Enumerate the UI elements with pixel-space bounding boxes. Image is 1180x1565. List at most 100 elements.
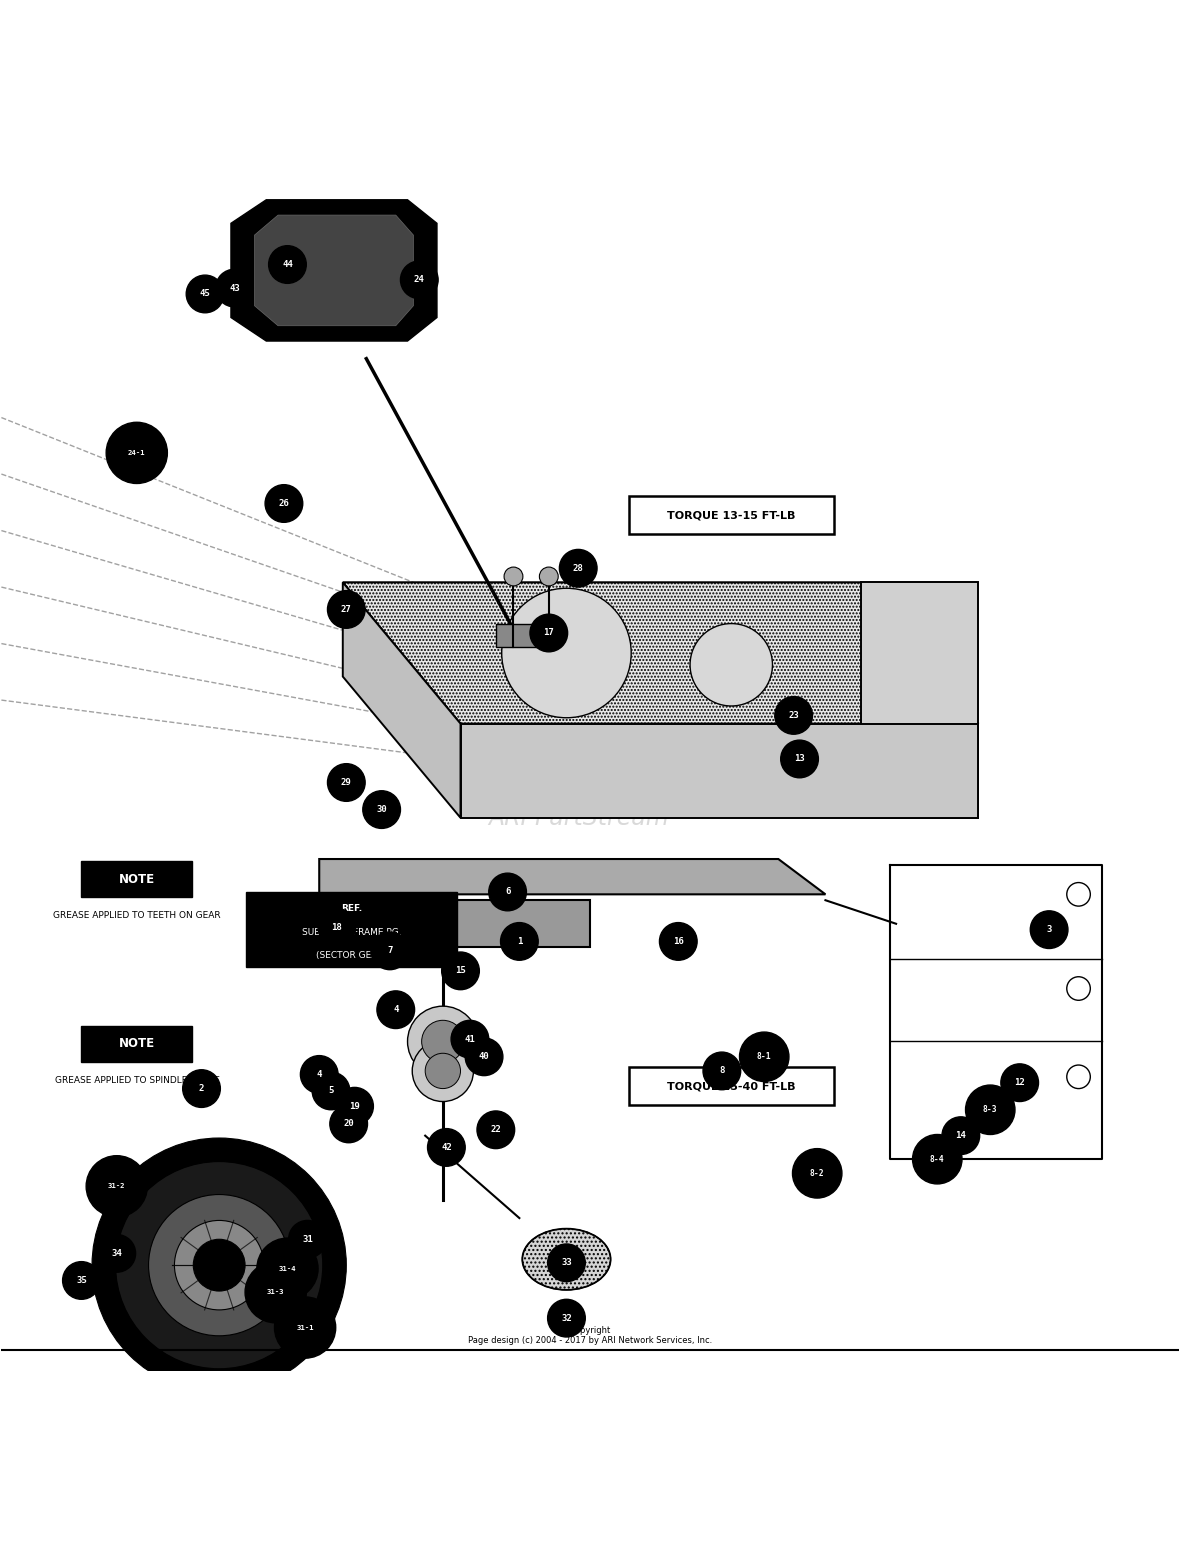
Circle shape [1067,1066,1090,1089]
FancyBboxPatch shape [247,892,457,967]
Circle shape [1030,911,1068,948]
Circle shape [477,1111,514,1149]
Text: 26: 26 [278,499,289,509]
Circle shape [319,908,355,947]
Text: 12: 12 [1015,1078,1025,1088]
Text: 40: 40 [479,1052,490,1061]
Circle shape [376,991,414,1028]
Circle shape [257,1238,319,1299]
Text: 28: 28 [572,563,584,573]
Circle shape [149,1194,290,1337]
Text: 42: 42 [441,1142,452,1152]
Circle shape [362,790,400,828]
Circle shape [703,1052,741,1089]
Circle shape [301,1056,339,1094]
Circle shape [328,764,365,801]
Text: REF.: REF. [341,905,362,912]
Circle shape [63,1261,100,1299]
Polygon shape [255,214,413,326]
Circle shape [451,1020,489,1058]
Circle shape [441,952,479,989]
Circle shape [175,1221,264,1310]
Circle shape [1067,883,1090,906]
Text: GREASE APPLIED TO SPINDLE SHAFT: GREASE APPLIED TO SPINDLE SHAFT [54,1075,219,1085]
Circle shape [186,275,224,313]
Circle shape [425,1053,460,1089]
Circle shape [489,873,526,911]
Circle shape [775,696,813,734]
Circle shape [912,1135,962,1185]
Polygon shape [231,200,437,341]
Circle shape [400,261,438,299]
Text: 41: 41 [465,1034,476,1044]
Circle shape [1067,977,1090,1000]
Text: 20: 20 [343,1119,354,1128]
Circle shape [740,1031,789,1081]
Circle shape [289,1221,327,1258]
Circle shape [336,1088,373,1125]
Text: 29: 29 [341,778,352,787]
Circle shape [427,1128,465,1166]
Text: 31-3: 31-3 [267,1290,284,1296]
Circle shape [86,1155,148,1218]
FancyBboxPatch shape [629,1067,834,1105]
Circle shape [502,588,631,718]
Text: NOTE: NOTE [119,1038,155,1050]
Circle shape [313,1072,349,1110]
Circle shape [106,423,168,484]
FancyBboxPatch shape [629,496,834,534]
Text: NOTE: NOTE [119,873,155,886]
Circle shape [504,567,523,585]
Circle shape [530,613,568,653]
Text: ARI PartStream™: ARI PartStream™ [487,806,693,829]
Circle shape [793,1149,841,1199]
Text: 31: 31 [302,1235,313,1244]
Text: 35: 35 [76,1275,87,1285]
Circle shape [1001,1064,1038,1102]
Text: 8-1: 8-1 [756,1052,772,1061]
Circle shape [330,1105,367,1142]
Text: 27: 27 [341,606,352,613]
Text: 8: 8 [719,1066,725,1075]
Circle shape [407,1006,478,1077]
Ellipse shape [523,1229,610,1290]
Circle shape [965,1085,1015,1135]
Circle shape [266,485,303,523]
Text: 43: 43 [229,283,240,293]
Circle shape [559,549,597,587]
Circle shape [98,1235,136,1272]
Text: 4: 4 [393,1005,399,1014]
Circle shape [690,623,773,706]
Circle shape [371,933,408,970]
Text: 44: 44 [282,260,293,269]
Text: 24: 24 [414,275,425,285]
FancyBboxPatch shape [81,1027,192,1061]
Circle shape [660,923,697,961]
Text: 3: 3 [1047,925,1051,934]
Text: 13: 13 [794,754,805,764]
Circle shape [500,923,538,961]
Circle shape [269,246,307,283]
Text: 17: 17 [544,629,555,637]
Text: 6: 6 [505,887,510,897]
Circle shape [781,740,819,778]
Text: 8-2: 8-2 [809,1169,825,1178]
Polygon shape [460,723,978,818]
Text: TORQUE 25-40 FT-LB: TORQUE 25-40 FT-LB [667,1081,795,1091]
Text: 8-4: 8-4 [930,1155,945,1164]
Text: 33: 33 [560,1258,572,1268]
Text: 24-1: 24-1 [127,449,145,455]
Text: 1: 1 [517,937,522,945]
Polygon shape [496,623,537,646]
Text: GREASE APPLIED TO TEETH ON GEAR: GREASE APPLIED TO TEETH ON GEAR [53,911,221,920]
Circle shape [194,1239,245,1291]
Circle shape [539,567,558,585]
Circle shape [548,1299,585,1337]
Circle shape [548,1244,585,1282]
Text: 15: 15 [455,966,466,975]
Text: 34: 34 [111,1249,123,1258]
Circle shape [245,1261,307,1322]
Circle shape [412,1041,473,1102]
Text: 4: 4 [316,1070,322,1078]
Circle shape [116,1161,323,1369]
